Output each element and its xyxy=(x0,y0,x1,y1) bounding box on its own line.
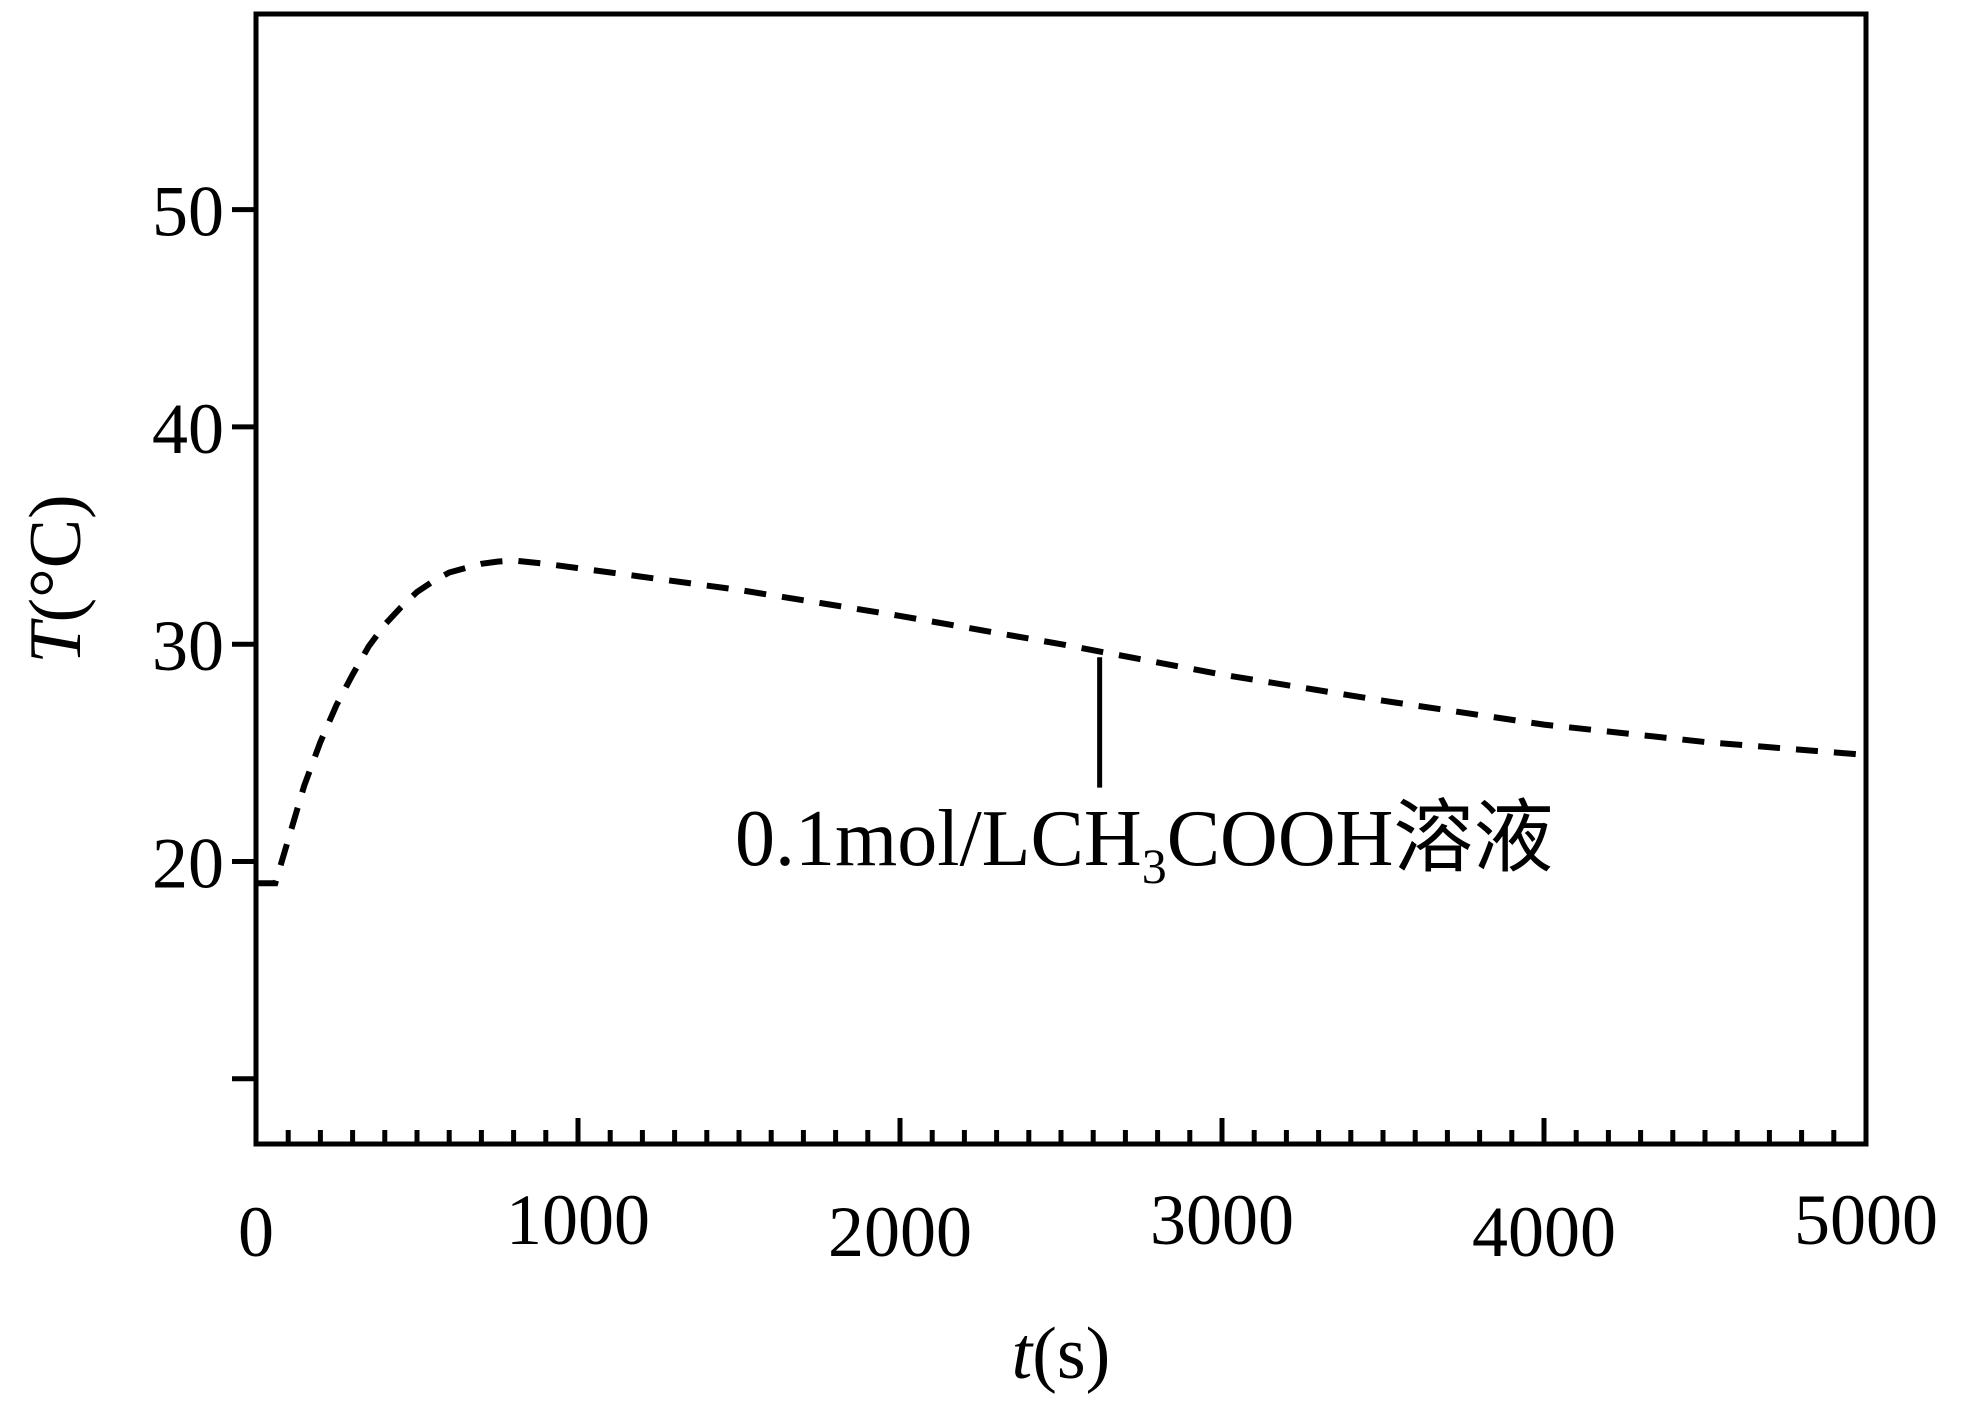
x-axis-unit: (s) xyxy=(1032,1313,1110,1395)
plot-frame xyxy=(253,11,1869,1147)
y-tick-label: 30 xyxy=(152,606,224,686)
y-axis-ticks xyxy=(232,207,256,1082)
x-axis-ticks xyxy=(253,1118,1869,1144)
annotation-main: 0.1mol/LCH xyxy=(735,795,1142,883)
y-tick-label: 50 xyxy=(152,172,224,252)
series-line xyxy=(256,557,1867,887)
x-tick-label: 2000 xyxy=(828,1192,972,1272)
x-tick-label: 5000 xyxy=(1794,1180,1938,1260)
x-tick-label: 1000 xyxy=(506,1180,650,1260)
y-axis-tick-labels: 20 30 40 50 xyxy=(152,172,224,904)
annotation-tail: COOH溶液 xyxy=(1167,795,1554,883)
y-axis-label: T(°C) xyxy=(15,494,97,663)
x-tick-label: 0 xyxy=(238,1192,274,1272)
y-tick-label: 20 xyxy=(152,824,224,904)
y-axis-var: T xyxy=(15,618,97,664)
y-tick-label: 40 xyxy=(152,389,224,469)
x-axis-var: t xyxy=(1012,1313,1035,1395)
y-axis-unit: (°C) xyxy=(15,494,97,622)
x-axis-label: t(s) xyxy=(1012,1313,1111,1395)
annotation-subscript: 3 xyxy=(1142,838,1167,894)
x-tick-label: 4000 xyxy=(1472,1192,1616,1272)
x-tick-label: 3000 xyxy=(1150,1180,1294,1260)
annotation-label: 0.1mol/LCH3COOH溶液 xyxy=(735,795,1553,894)
x-axis-tick-labels: 0 1000 2000 3000 4000 5000 xyxy=(238,1180,1938,1272)
